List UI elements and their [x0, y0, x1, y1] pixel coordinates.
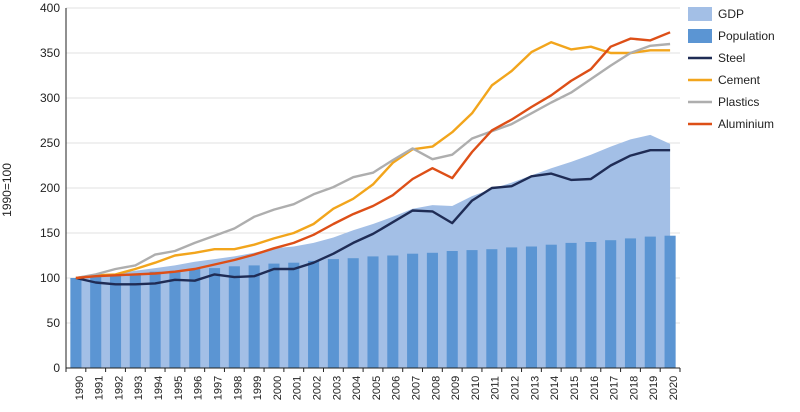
- y-tick-350: 350: [40, 46, 60, 60]
- x-tick-1997: 1997: [212, 376, 224, 400]
- x-tick-2003: 2003: [331, 376, 343, 400]
- bar-population-2012: [506, 247, 518, 368]
- bar-population-2008: [426, 252, 438, 368]
- legend: GDP Population Steel Cement Plastics Aluminiu…: [688, 7, 775, 131]
- x-tick-1998: 1998: [232, 376, 244, 400]
- bar-population-1990: [70, 278, 82, 368]
- bar-population-2007: [407, 253, 419, 368]
- legend-label-population: Population: [718, 29, 775, 43]
- bar-population-1994: [149, 271, 161, 368]
- x-tick-2019: 2019: [648, 376, 660, 400]
- legend-label-aluminium: Aluminium: [718, 117, 774, 131]
- bar-population-2004: [347, 258, 359, 368]
- legend-label-cement: Cement: [718, 73, 761, 87]
- x-tick-2001: 2001: [292, 376, 304, 400]
- x-tick-2009: 2009: [450, 376, 462, 400]
- y-tick-100: 100: [40, 271, 60, 285]
- x-tick-2014: 2014: [549, 376, 561, 400]
- bar-population-2015: [565, 242, 577, 368]
- line-plastics: [75, 42, 671, 280]
- bar-population-2001: [288, 262, 300, 368]
- bar-population-1997: [209, 268, 221, 368]
- x-tick-2008: 2008: [430, 376, 442, 400]
- y-axis-label: 1990=100: [0, 163, 14, 217]
- x-tick-2007: 2007: [411, 376, 423, 400]
- x-tick-1993: 1993: [133, 376, 145, 400]
- bar-population-1996: [189, 269, 201, 368]
- y-tick-labels: 0 50 100 150 200 250 300 350 400: [40, 1, 60, 375]
- bar-population-2003: [327, 259, 339, 368]
- x-tick-2004: 2004: [351, 376, 363, 400]
- x-tick-1996: 1996: [193, 376, 205, 400]
- x-tick-2015: 2015: [569, 376, 581, 400]
- axes: [65, 8, 681, 372]
- line-aluminium: [75, 31, 671, 280]
- legend-swatch-gdp: [688, 7, 712, 21]
- x-tick-2012: 2012: [510, 376, 522, 400]
- area-gdp: [75, 134, 671, 368]
- line-cement: [75, 41, 671, 280]
- x-tick-1990: 1990: [74, 376, 86, 400]
- x-tick-labels: 1990 1991 1992 1993 1994 1995 1996 1997 1998 1999…: [74, 376, 680, 400]
- x-tick-1992: 1992: [113, 376, 125, 400]
- bar-population-2016: [585, 242, 597, 368]
- bar-population-2019: [644, 236, 656, 368]
- bar-population-2017: [605, 240, 617, 368]
- x-tick-1995: 1995: [173, 376, 185, 400]
- line-steel: [75, 148, 671, 286]
- x-tick-2016: 2016: [589, 376, 601, 400]
- y-tick-300: 300: [40, 91, 60, 105]
- x-tick-2005: 2005: [371, 376, 383, 400]
- gdp-area-layer: [75, 134, 671, 368]
- bar-population-2020: [664, 235, 676, 368]
- x-tick-2013: 2013: [529, 376, 541, 400]
- population-bars: [70, 235, 676, 368]
- x-tick-2010: 2010: [470, 376, 482, 400]
- bar-population-2010: [466, 250, 478, 368]
- x-tick-2006: 2006: [391, 376, 403, 400]
- y-tick-50: 50: [47, 316, 61, 330]
- y-tick-200: 200: [40, 181, 60, 195]
- bar-population-1995: [169, 270, 181, 368]
- x-tick-2011: 2011: [490, 376, 502, 400]
- bar-population-2011: [486, 249, 498, 368]
- y-tick-400: 400: [40, 1, 60, 15]
- bar-population-2005: [367, 256, 379, 368]
- bar-population-2014: [545, 244, 557, 368]
- bar-population-1999: [248, 265, 260, 368]
- legend-swatch-population: [688, 29, 712, 43]
- bar-population-2002: [308, 260, 320, 368]
- x-tick-2017: 2017: [609, 376, 621, 400]
- bar-population-2000: [268, 263, 280, 368]
- legend-label-gdp: GDP: [718, 7, 744, 21]
- bar-population-1991: [90, 276, 102, 368]
- y-tick-250: 250: [40, 136, 60, 150]
- x-tick-2000: 2000: [272, 376, 284, 400]
- x-tick-1991: 1991: [94, 376, 106, 400]
- bar-population-2009: [446, 251, 458, 368]
- bar-population-1993: [129, 273, 141, 368]
- bar-population-1998: [228, 266, 240, 368]
- bar-population-2013: [525, 246, 537, 368]
- y-tick-0: 0: [53, 361, 60, 375]
- x-tick-2018: 2018: [628, 376, 640, 400]
- bar-population-2006: [387, 255, 399, 368]
- x-tick-2020: 2020: [668, 376, 680, 400]
- series-lines: [75, 31, 671, 286]
- x-tick-1994: 1994: [153, 376, 165, 400]
- y-tick-150: 150: [40, 226, 60, 240]
- x-tick-2002: 2002: [311, 376, 323, 400]
- x-tick-1999: 1999: [252, 376, 264, 400]
- legend-label-steel: Steel: [718, 51, 745, 65]
- legend-label-plastics: Plastics: [718, 95, 759, 109]
- bar-population-2018: [624, 238, 637, 368]
- bar-population-1992: [109, 275, 122, 368]
